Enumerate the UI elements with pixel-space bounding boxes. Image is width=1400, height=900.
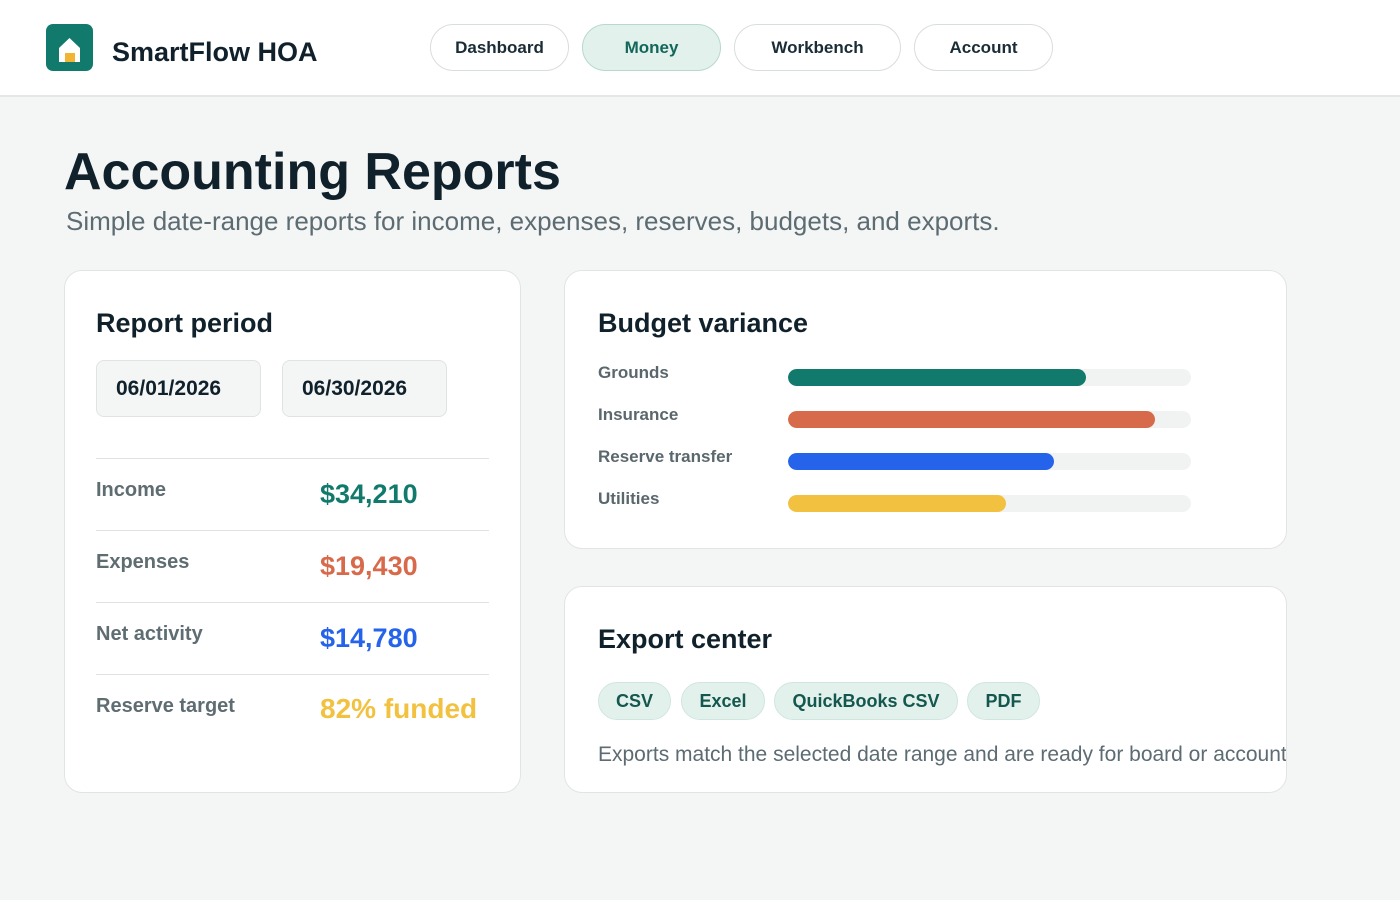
variance-bar-utilities	[788, 495, 1006, 512]
stat-label: Reserve target	[96, 695, 235, 717]
export-center-title: Export center	[598, 624, 773, 654]
start-date-input[interactable]	[96, 360, 261, 417]
variance-track	[788, 453, 1191, 470]
end-date-input[interactable]	[282, 360, 447, 417]
stat-label: Expenses	[96, 551, 190, 573]
variance-row-insurance: Insurance	[598, 405, 1198, 429]
brand-name: SmartFlow HOA	[112, 37, 318, 67]
nav-workbench[interactable]: Workbench	[734, 24, 901, 71]
variance-track	[788, 369, 1191, 386]
export-pdf-button[interactable]: PDF	[967, 682, 1040, 720]
stat-label: Income	[96, 479, 167, 501]
nav-money[interactable]: Money	[582, 24, 721, 71]
variance-track	[788, 495, 1191, 512]
report-period-card: Report period Income $34,210 Expenses $1…	[64, 270, 521, 793]
budget-variance-title: Budget variance	[598, 308, 809, 338]
variance-bar-grounds	[788, 369, 1087, 386]
nav-account[interactable]: Account	[914, 24, 1053, 71]
stat-row-reserve-target: Reserve target 82% funded	[96, 674, 489, 746]
page-title: Accounting Reports	[64, 143, 561, 201]
nav-dashboard[interactable]: Dashboard	[430, 24, 569, 71]
house-icon[interactable]	[46, 24, 93, 71]
report-period-title: Report period	[96, 308, 274, 338]
export-excel-button[interactable]: Excel	[681, 682, 765, 720]
variance-label: Insurance	[598, 405, 679, 424]
export-quickbooks-csv-button[interactable]: QuickBooks CSV	[774, 682, 958, 720]
variance-label: Utilities	[598, 489, 660, 508]
stat-value-reserve-target: 82% funded	[320, 693, 478, 724]
variance-label: Reserve transfer	[598, 447, 733, 466]
top-navigation-bar: SmartFlow HOA Dashboard Money Workbench …	[0, 0, 1400, 97]
variance-label: Grounds	[598, 363, 669, 382]
stat-value-income: $34,210	[320, 479, 418, 509]
stat-row-net-activity: Net activity $14,780	[96, 602, 489, 674]
stat-value-net-activity: $14,780	[320, 623, 418, 653]
variance-row-reserve-transfer: Reserve transfer	[598, 447, 1198, 471]
page-subtitle: Simple date-range reports for income, ex…	[66, 206, 1000, 236]
variance-row-utilities: Utilities	[598, 489, 1198, 513]
variance-track	[788, 411, 1191, 428]
stat-row-expenses: Expenses $19,430	[96, 530, 489, 602]
stat-row-income: Income $34,210	[96, 458, 489, 530]
variance-bar-reserve-transfer	[788, 453, 1054, 470]
stat-value-expenses: $19,430	[320, 551, 418, 581]
stat-label: Net activity	[96, 623, 203, 645]
budget-variance-card: Budget variance Grounds Insurance Reserv…	[564, 270, 1287, 549]
variance-row-grounds: Grounds	[598, 363, 1198, 387]
export-csv-button[interactable]: CSV	[598, 682, 671, 720]
variance-bar-insurance	[788, 411, 1155, 428]
export-center-card: Export center CSV Excel QuickBooks CSV P…	[564, 586, 1287, 793]
export-note: Exports match the selected date range an…	[598, 743, 1287, 766]
